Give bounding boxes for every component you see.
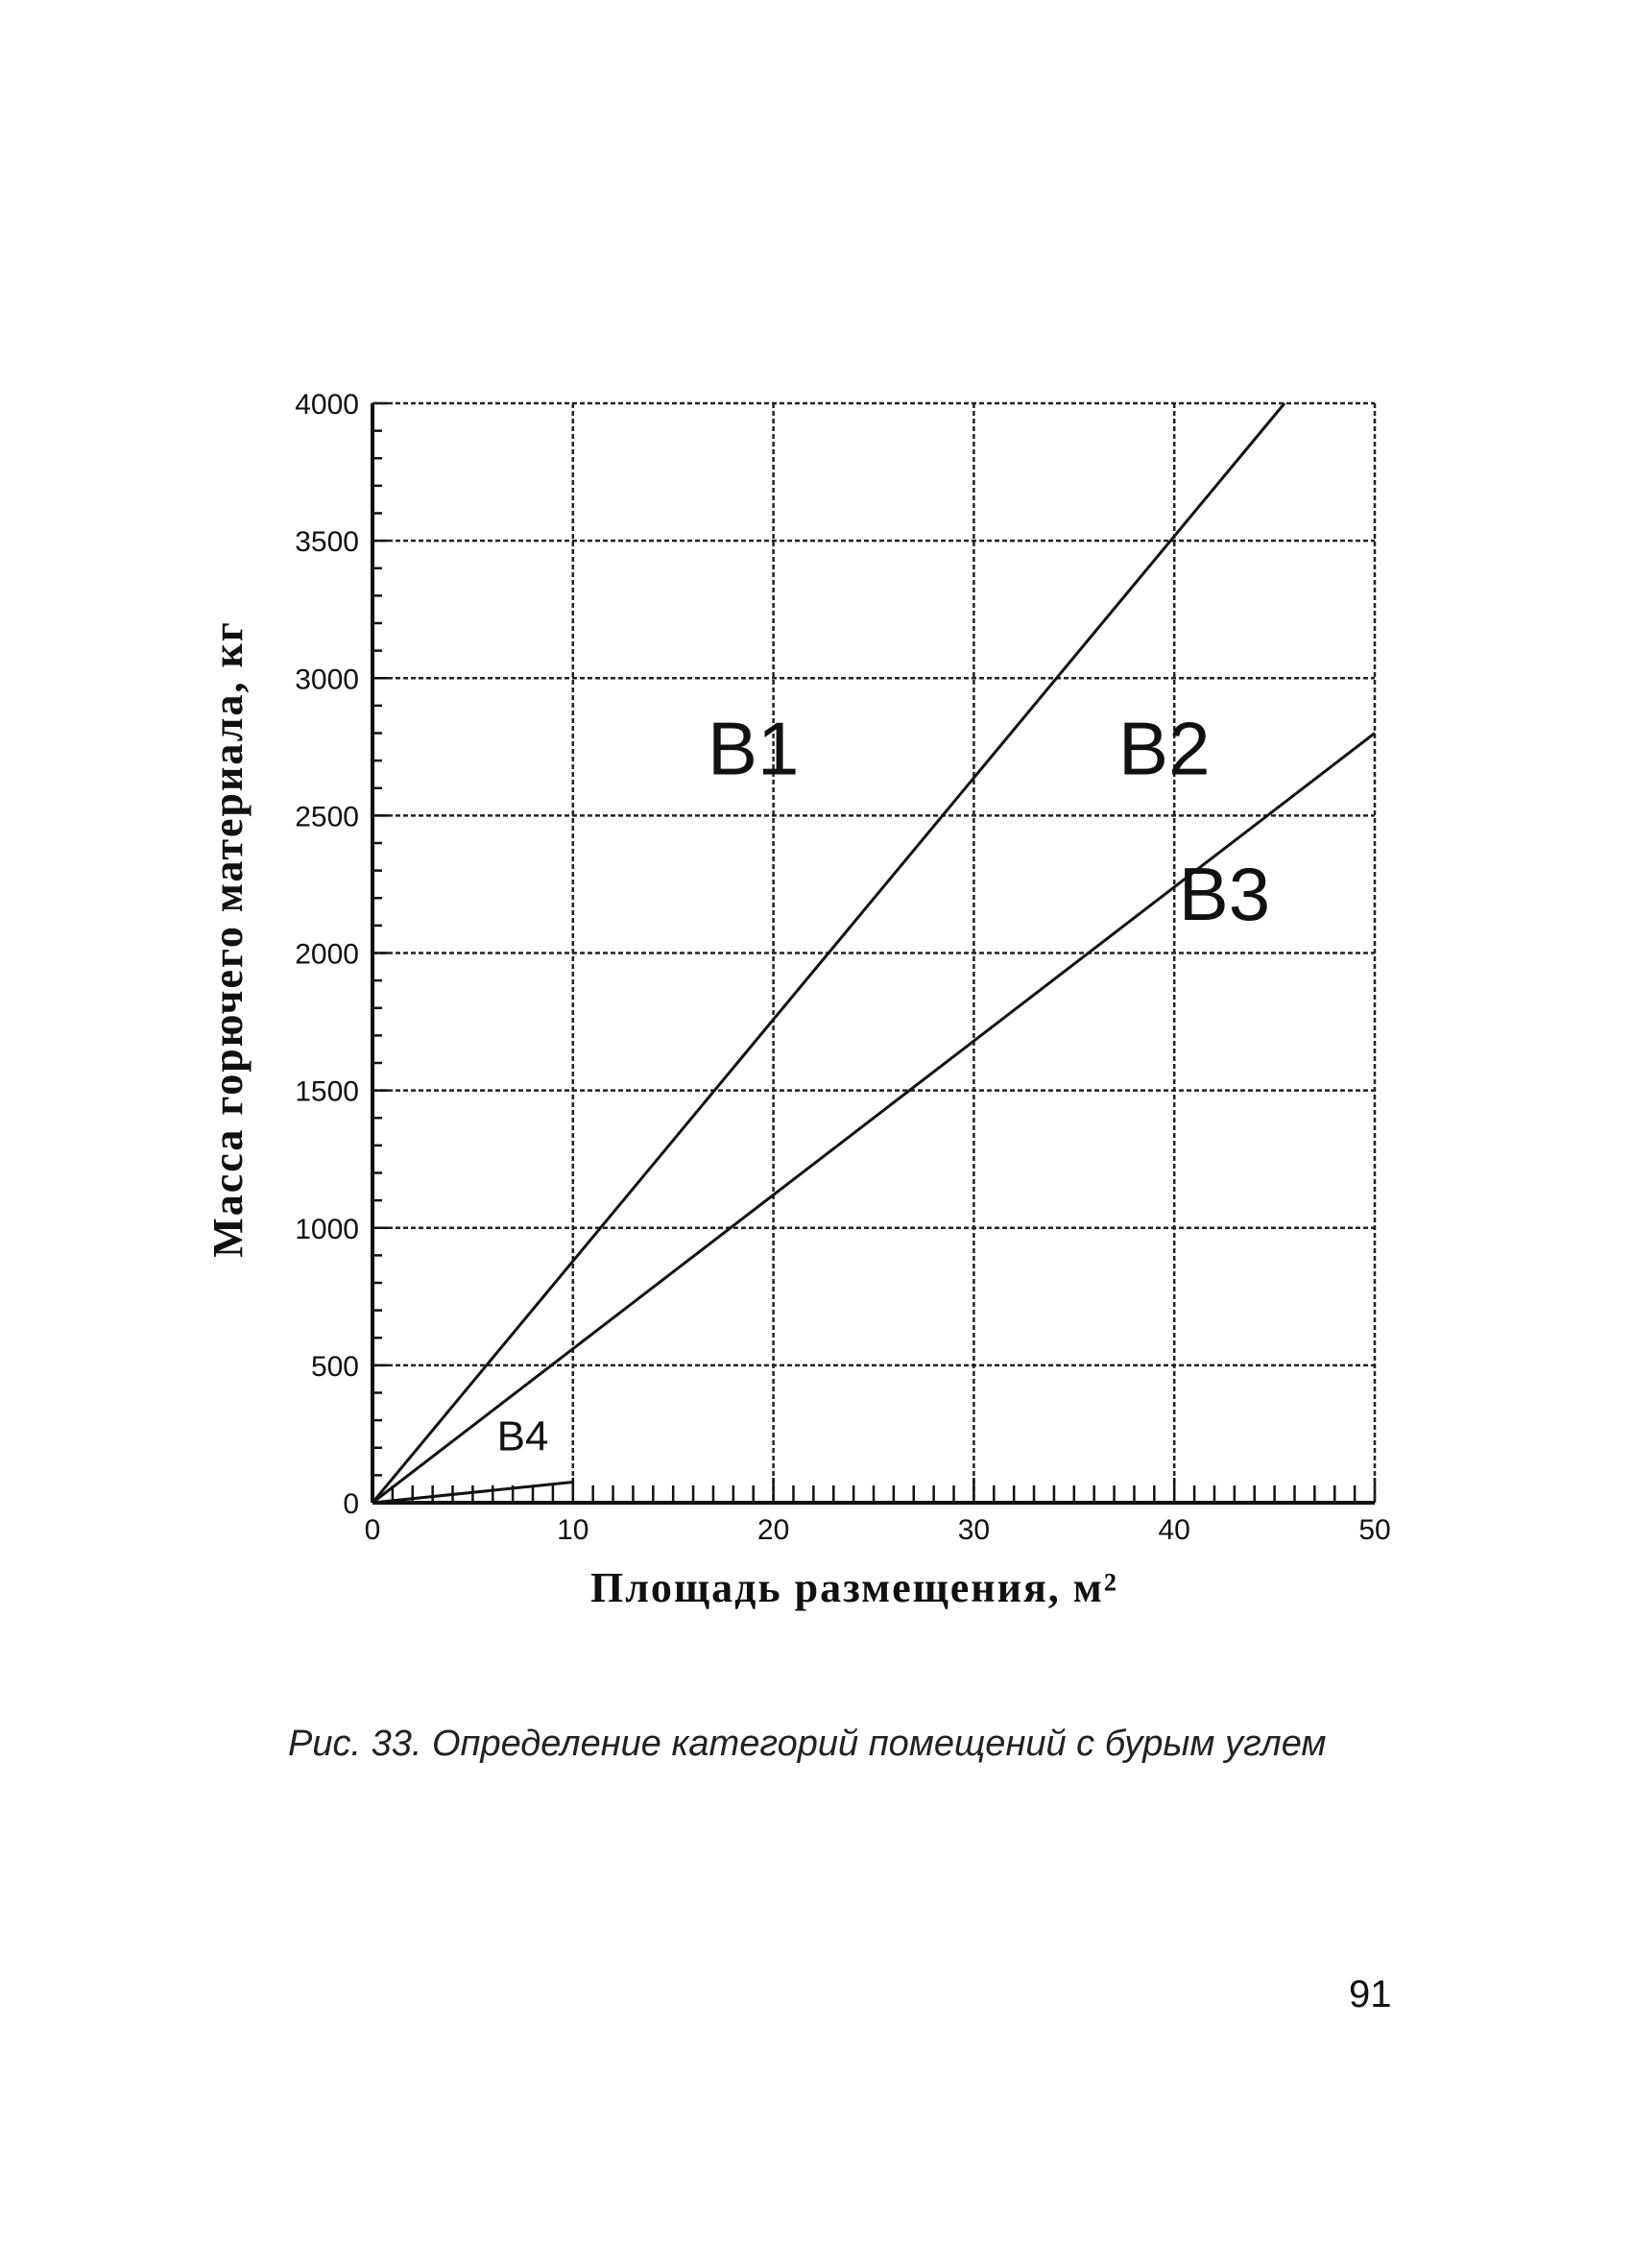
x-tick-label: 40 bbox=[1159, 1514, 1190, 1546]
y-tick-label: 2500 bbox=[295, 801, 359, 832]
series-line-2 bbox=[372, 732, 1376, 1505]
y-tick-labels: 0 500 1000 1500 2000 2500 3000 3500 4000 bbox=[295, 389, 359, 1520]
series-line-3 bbox=[372, 1481, 573, 1505]
x-tick-labels: 0 10 20 30 40 50 bbox=[365, 1514, 1391, 1546]
chart-grid bbox=[372, 403, 1375, 1503]
y-tick-label: 3500 bbox=[295, 526, 359, 558]
region-labels: В1 В2 В3 В4 bbox=[497, 706, 1270, 1460]
region-label-в4: В4 bbox=[497, 1413, 549, 1460]
figure-caption: Рис. 33. Определение категорий помещений… bbox=[288, 1724, 1327, 1764]
x-tick-label: 0 bbox=[365, 1514, 381, 1546]
y-tick-label: 1000 bbox=[295, 1214, 359, 1245]
chart-frame bbox=[371, 401, 1377, 1505]
y-tick-label: 1500 bbox=[295, 1076, 359, 1108]
series-line-1 bbox=[371, 402, 1286, 1504]
page-number: 91 bbox=[1349, 1973, 1392, 2015]
y-tick-label: 3000 bbox=[295, 664, 359, 695]
y-tick-label: 4000 bbox=[295, 389, 359, 421]
y-tick-label: 500 bbox=[311, 1351, 359, 1383]
x-axis-title: Площадь размещения, м² bbox=[590, 1564, 1118, 1611]
region-label-в2: В2 bbox=[1118, 706, 1210, 790]
x-tick-label: 10 bbox=[557, 1514, 588, 1546]
chart-series bbox=[371, 402, 1376, 1505]
region-label-в3: В3 bbox=[1179, 852, 1270, 936]
y-tick-label: 0 bbox=[343, 1488, 359, 1520]
region-label-в1: В1 bbox=[708, 706, 799, 790]
x-tick-label: 30 bbox=[958, 1514, 990, 1546]
x-tick-label: 20 bbox=[757, 1514, 789, 1546]
y-axis-title: Масса горючего материала, кг bbox=[204, 620, 252, 1258]
y-tick-label: 2000 bbox=[295, 939, 359, 971]
x-tick-label: 50 bbox=[1358, 1514, 1390, 1546]
